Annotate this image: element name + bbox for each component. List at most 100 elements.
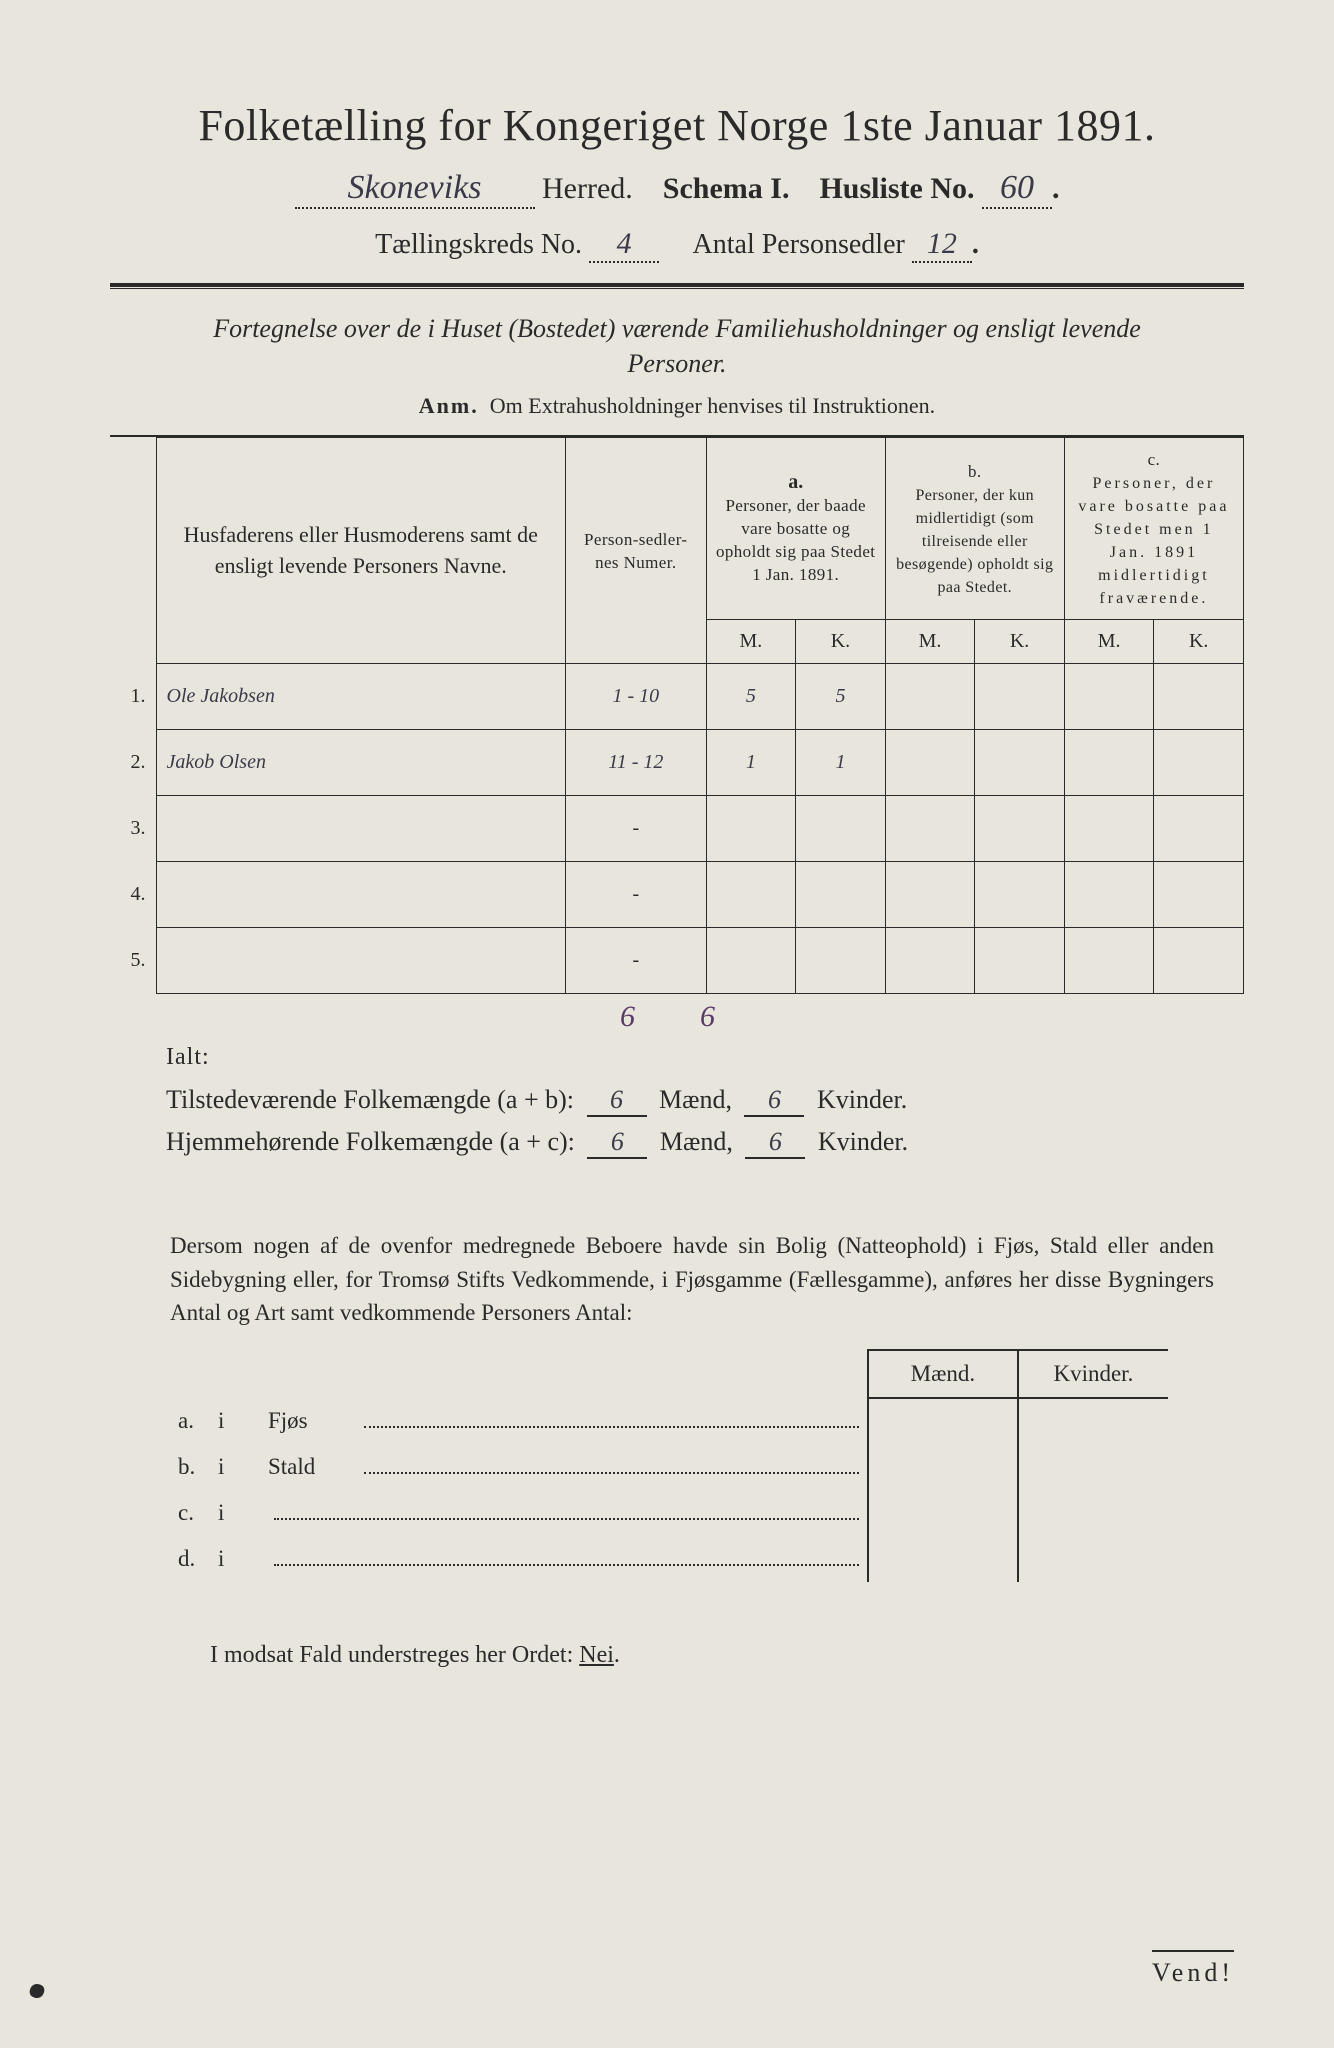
row-name: Jakob Olsen <box>156 730 565 796</box>
row-b-k <box>975 730 1065 796</box>
row-a-m <box>706 928 796 994</box>
total-a-m: 6 <box>620 1000 635 1034</box>
table-row: 5. - <box>110 928 1244 994</box>
bldg-kvinder-cell <box>1018 1398 1168 1444</box>
row-a-m <box>706 862 796 928</box>
dot-leader-icon <box>364 1410 859 1428</box>
row-num: 11 - 12 <box>565 730 706 796</box>
anm-label: Anm. <box>419 393 479 418</box>
kreds-label: Tællingskreds No. <box>375 229 582 260</box>
bldg-kvinder-cell <box>1018 1536 1168 1582</box>
bldg-kvinder-cell <box>1018 1490 1168 1536</box>
row-c-k <box>1154 730 1244 796</box>
sum-line-1: Tilstedeværende Folkemængde (a + b): 6 M… <box>166 1085 1244 1117</box>
nei-line: I modsat Fald understreges her Ordet: Ne… <box>210 1642 1244 1669</box>
row-b-k <box>975 928 1065 994</box>
col-b-m: M. <box>885 620 975 664</box>
row-b-m <box>885 796 975 862</box>
bldg-label: Stald <box>268 1454 358 1480</box>
row-b-m <box>885 928 975 994</box>
husliste-value: 60 <box>982 169 1052 209</box>
bldg-row: c. i <box>170 1490 1168 1536</box>
kvinder-label: Kvinder. <box>818 1127 908 1156</box>
ialt-label: Ialt: <box>166 1044 1244 1071</box>
schema-label: Schema I. <box>663 172 790 205</box>
row-c-m <box>1064 928 1154 994</box>
row-b-m <box>885 664 975 730</box>
maend-label: Mænd, <box>659 1085 732 1114</box>
bldg-key: c. <box>178 1500 218 1526</box>
col-c-head: c. Personer, der vare bosatte paa Stedet… <box>1064 438 1243 620</box>
ink-blot-icon <box>28 1982 46 2000</box>
row-b-m <box>885 862 975 928</box>
row-c-k <box>1154 664 1244 730</box>
col-a-k: K. <box>796 620 886 664</box>
household-table: Husfaderens eller Husmoderens samt de en… <box>110 437 1244 994</box>
census-form-page: Folketælling for Kongeriget Norge 1ste J… <box>0 0 1334 2048</box>
bldg-maend-cell <box>868 1490 1018 1536</box>
row-name <box>156 862 565 928</box>
sum1-m: 6 <box>587 1085 647 1117</box>
bldg-i: i <box>218 1500 268 1526</box>
row-c-k <box>1154 862 1244 928</box>
nei-prefix: I modsat Fald understreges her Ordet: <box>210 1642 573 1668</box>
vend-label: Vend! <box>1152 1950 1234 1988</box>
row-c-m <box>1064 796 1154 862</box>
row-c-k <box>1154 796 1244 862</box>
row-name <box>156 796 565 862</box>
row-a-k: 1 <box>796 730 886 796</box>
row-num: 1 - 10 <box>565 664 706 730</box>
row-b-k <box>975 664 1065 730</box>
row-index: 5. <box>110 928 156 994</box>
herred-value: Skoneviks <box>295 169 535 209</box>
sum1-label: Tilstedeværende Folkemængde (a + b): <box>166 1085 574 1114</box>
antal-label: Antal Personsedler <box>693 229 905 260</box>
bldg-kvinder-cell <box>1018 1444 1168 1490</box>
col-b-head: b. Personer, der kun midlertidigt (som t… <box>885 438 1064 620</box>
thick-rule-icon <box>110 283 1244 289</box>
bldg-maend-cell <box>868 1444 1018 1490</box>
dot-leader-icon <box>364 1456 859 1474</box>
bldg-i: i <box>218 1408 268 1434</box>
bldg-key: a. <box>178 1408 218 1434</box>
col-personsedler-head: Person-sedler-nes Numer. <box>565 438 706 664</box>
sum-line-2: Hjemmehørende Folkemængde (a + c): 6 Mæn… <box>166 1127 1244 1159</box>
row-c-m <box>1064 730 1154 796</box>
kreds-value: 4 <box>589 227 659 263</box>
row-name: Ole Jakobsen <box>156 664 565 730</box>
col-c-k: K. <box>1154 620 1244 664</box>
maend-label: Mænd, <box>660 1127 733 1156</box>
antal-value: 12 <box>912 227 972 263</box>
bldg-i: i <box>218 1454 268 1480</box>
dot-leader-icon <box>274 1548 859 1566</box>
row-b-k <box>975 796 1065 862</box>
total-a-k: 6 <box>700 1000 715 1034</box>
row-index: 4. <box>110 862 156 928</box>
dot-leader-icon <box>274 1502 859 1520</box>
form-subheading: Fortegnelse over de i Huset (Bostedet) v… <box>170 311 1184 381</box>
row-a-m <box>706 796 796 862</box>
nei-word: Nei <box>579 1642 614 1668</box>
table-row: 2. Jakob Olsen 11 - 12 1 1 <box>110 730 1244 796</box>
row-name <box>156 928 565 994</box>
bldg-i: i <box>218 1546 268 1572</box>
bldg-label: Fjøs <box>268 1408 358 1434</box>
header-line-2: Skoneviks Herred. Schema I. Husliste No.… <box>110 169 1244 209</box>
sum2-label: Hjemmehørende Folkemængde (a + c): <box>166 1127 575 1156</box>
row-a-k <box>796 862 886 928</box>
col-a-m: M. <box>706 620 796 664</box>
row-num: - <box>565 796 706 862</box>
col-names-head: Husfaderens eller Husmoderens samt de en… <box>156 438 565 664</box>
row-a-k <box>796 928 886 994</box>
sum2-k: 6 <box>745 1127 805 1159</box>
row-c-m <box>1064 862 1154 928</box>
row-index: 3. <box>110 796 156 862</box>
row-a-m: 5 <box>706 664 796 730</box>
bldg-row: a. i Fjøs <box>170 1398 1168 1444</box>
row-num: - <box>565 862 706 928</box>
bldg-row: b. i Stald <box>170 1444 1168 1490</box>
bldg-key: d. <box>178 1546 218 1572</box>
anm-text: Om Extrahusholdninger henvises til Instr… <box>490 393 935 418</box>
row-a-k: 5 <box>796 664 886 730</box>
col-b-k: K. <box>975 620 1065 664</box>
